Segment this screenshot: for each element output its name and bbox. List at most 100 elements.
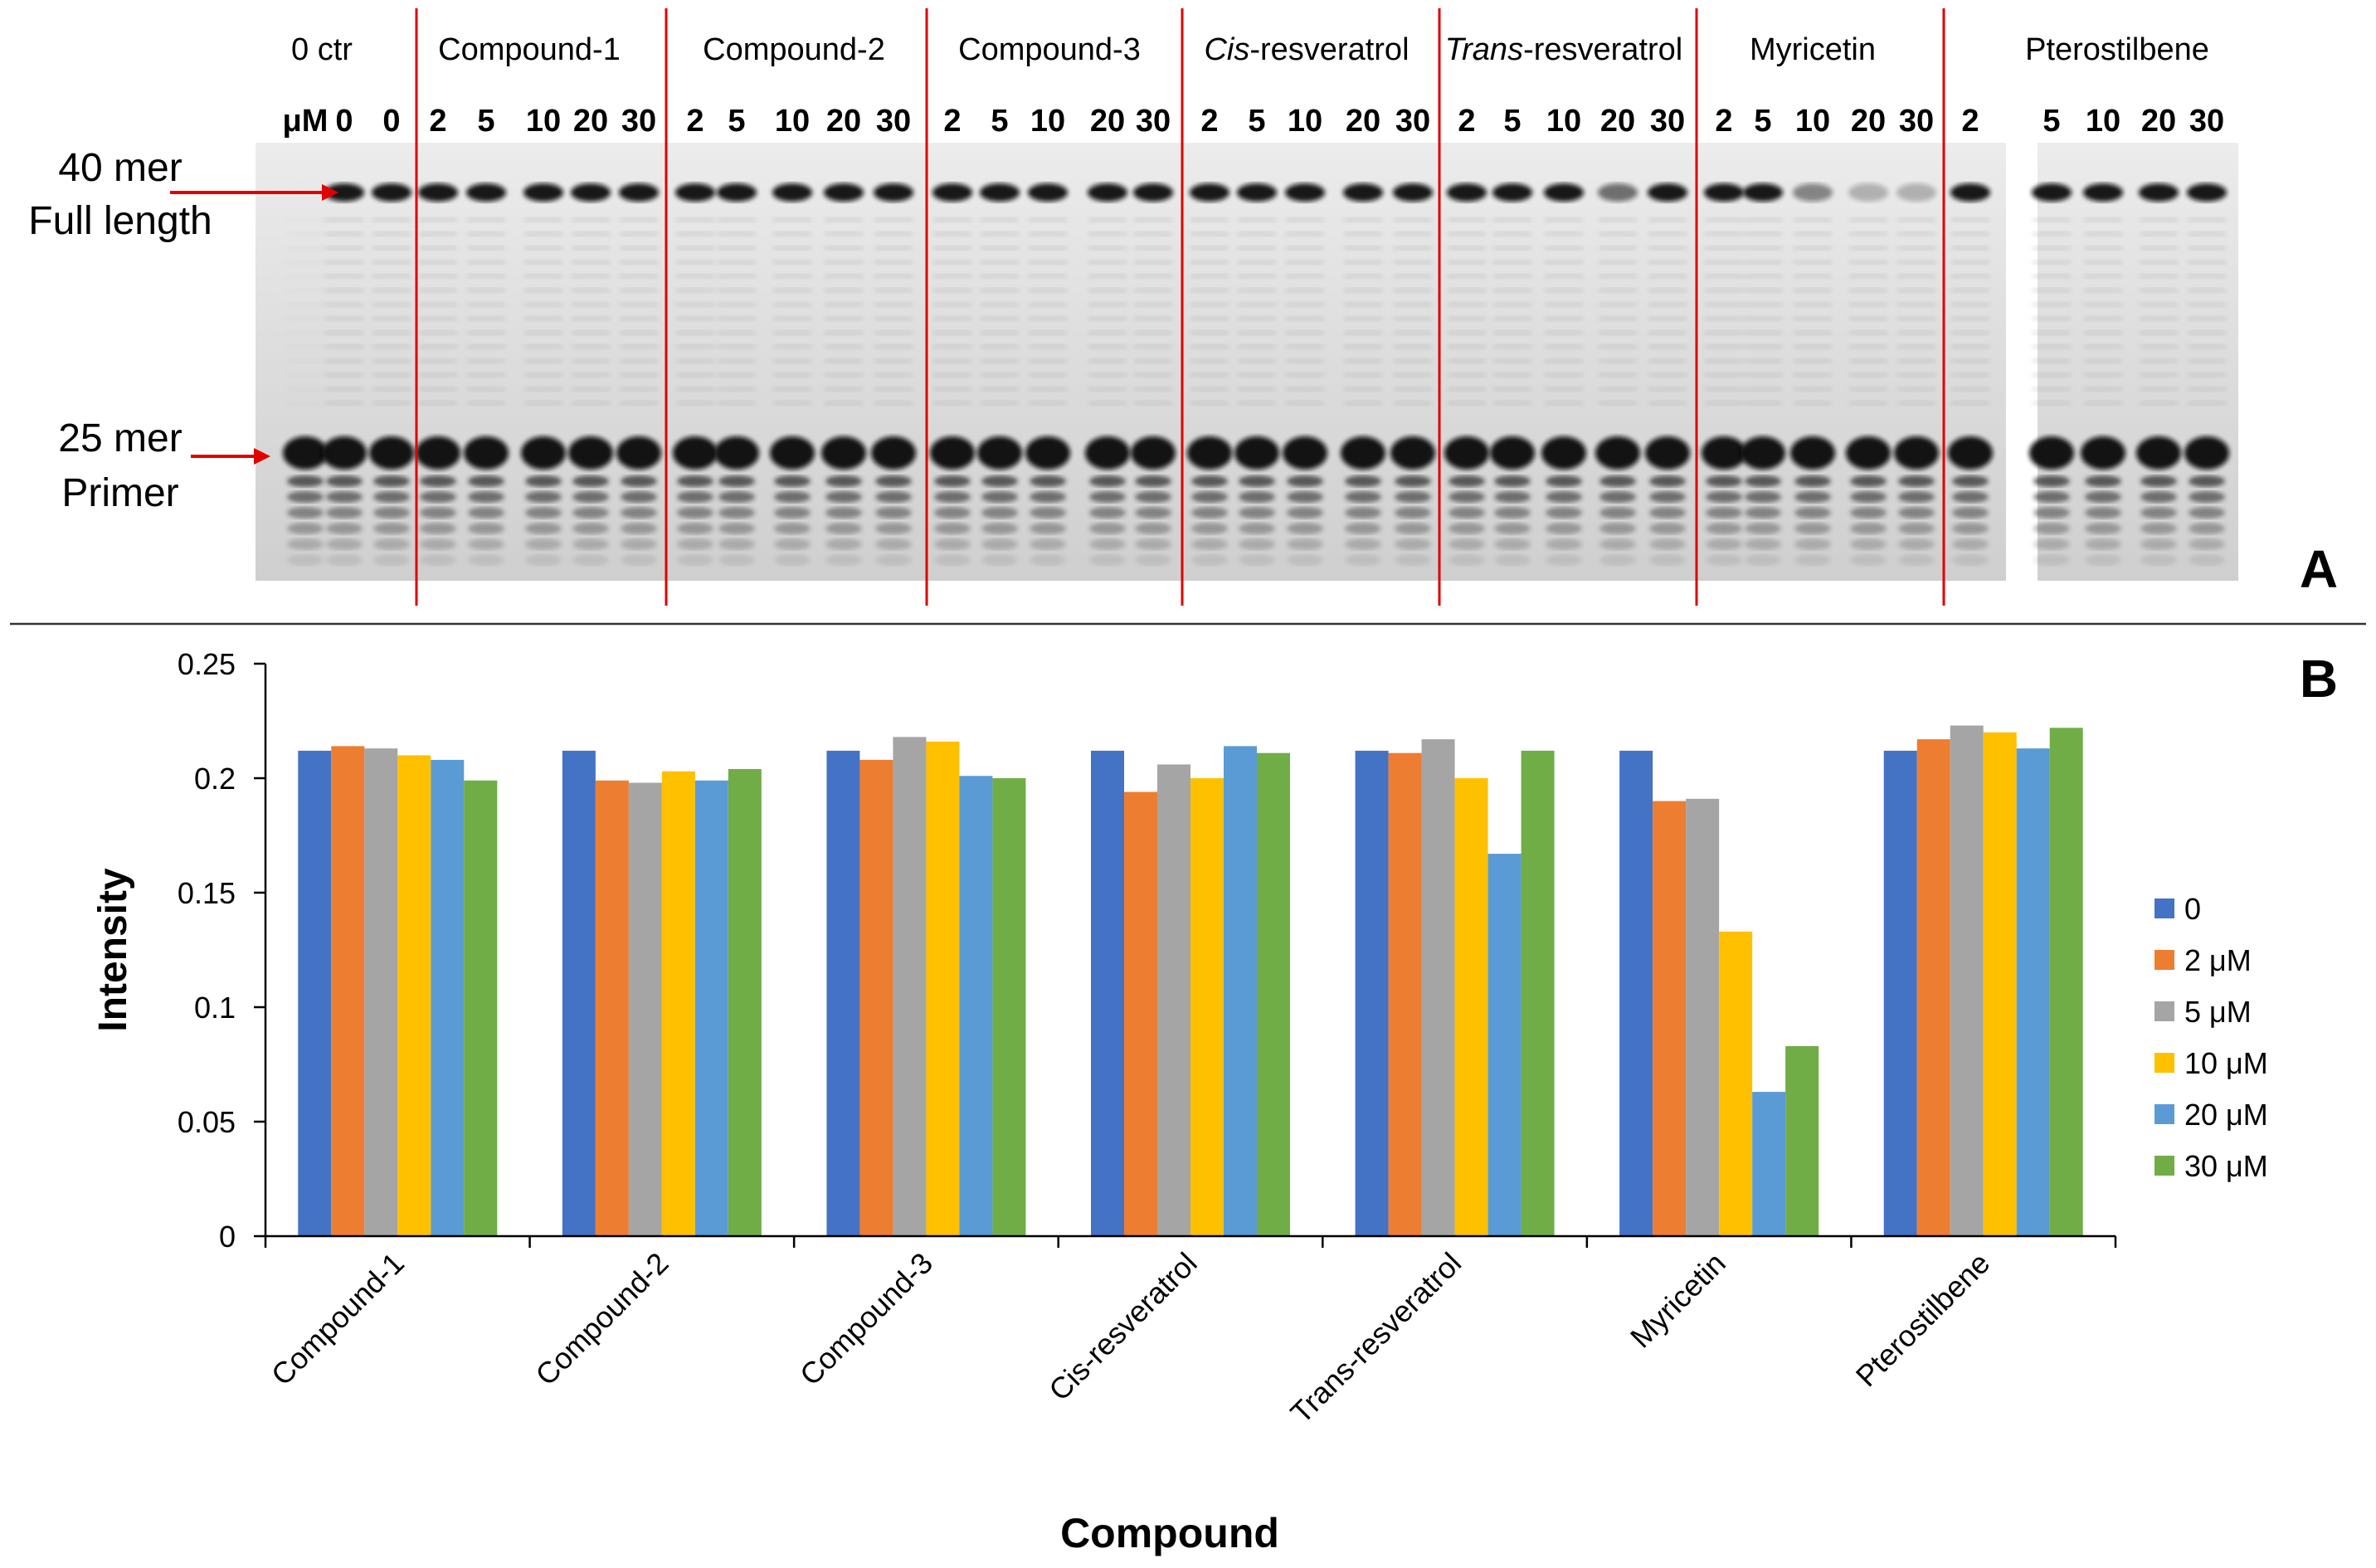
gel-lane-label: μM <box>283 104 329 139</box>
gel-lane <box>1741 183 1785 566</box>
gel-lane <box>977 183 1022 566</box>
bar <box>1916 739 1950 1236</box>
gel-lane-label: 20 <box>573 104 608 139</box>
bar <box>1653 801 1687 1236</box>
gel-lane-label: 2 <box>943 104 961 139</box>
gel-lane <box>1234 183 1279 566</box>
bar <box>992 778 1026 1236</box>
gel-group-label: Myricetin <box>1750 32 1876 67</box>
gel-lane <box>673 183 718 566</box>
bar <box>1619 750 1653 1236</box>
gel-lane <box>1595 183 1640 566</box>
bar <box>464 780 498 1236</box>
gel-lane-label: 5 <box>991 104 1008 139</box>
bar <box>1785 1045 1819 1236</box>
gel-lane <box>568 183 613 566</box>
x-axis-ticks <box>264 1236 2117 1248</box>
gel-lane-label: 20 <box>1851 104 1886 139</box>
gel-lane <box>871 183 916 566</box>
bar <box>728 768 762 1236</box>
y-tick-label: 0.05 <box>178 1105 236 1139</box>
x-tick-label: Pterostilbene <box>1849 1246 1997 1394</box>
gel-lane-label: 10 <box>2086 104 2120 139</box>
bar <box>562 750 596 1236</box>
panel-a-label: A <box>2300 539 2338 599</box>
bar <box>826 750 860 1236</box>
bar <box>694 780 728 1236</box>
gel-lane <box>322 183 367 566</box>
marker-25mer-label: 25 mer <box>58 416 182 460</box>
legend-label: 2 μM <box>2184 943 2252 977</box>
gel-lane-label: 2 <box>1961 104 1979 139</box>
gel-group-label: Compound-1 <box>438 32 621 67</box>
bar <box>1686 798 1720 1236</box>
gel-lane-label: 2 <box>686 104 704 139</box>
bar <box>1421 739 1455 1236</box>
x-tick-label: Compound-2 <box>528 1246 674 1392</box>
gel-lane-label: 5 <box>2042 104 2060 139</box>
gel-lane <box>521 183 566 566</box>
y-tick-label: 0 <box>219 1220 236 1254</box>
bar <box>1257 752 1290 1236</box>
gel-lane <box>1790 183 1835 566</box>
gel-lane-label: 20 <box>826 104 861 139</box>
bar <box>1190 778 1224 1236</box>
gel-lane-label: 10 <box>1795 104 1830 139</box>
gel-lane-label: 30 <box>876 104 911 139</box>
bar <box>661 771 695 1236</box>
gel-group-label: Compound-3 <box>958 32 1141 67</box>
gel-lane-label: 5 <box>1248 104 1265 139</box>
bar <box>1157 764 1190 1236</box>
gel-lane-label: 30 <box>1395 104 1430 139</box>
gel-group-label: Trans-resveratrol <box>1445 32 1682 67</box>
legend-label: 5 μM <box>2184 995 2252 1029</box>
legend-label: 0 <box>2184 892 2201 926</box>
bar <box>893 737 927 1236</box>
gel-lane <box>1187 183 1232 566</box>
x-axis-title: Compound <box>1060 1510 1279 1556</box>
bars <box>298 725 2083 1236</box>
gel-lane-label: 2 <box>429 104 446 139</box>
gel-lane-label: 2 <box>1458 104 1475 139</box>
bar <box>628 782 662 1236</box>
x-tick-label: Compound-3 <box>793 1246 939 1392</box>
gel-lane-label: 20 <box>1600 104 1635 139</box>
gel-lane <box>714 183 759 566</box>
gel-lane <box>2029 183 2074 566</box>
y-tick-label: 0.2 <box>194 762 236 796</box>
gel-lane <box>2136 183 2181 566</box>
gel-lane <box>821 183 866 566</box>
gel-lane <box>1390 183 1435 566</box>
gel-dividers <box>415 8 1945 606</box>
bar-chart: B 00.050.10.150.20.25 Compound-1 Compound… <box>91 647 2338 1556</box>
legend-swatch <box>2154 1001 2174 1021</box>
bar <box>1487 854 1522 1236</box>
bar <box>595 780 629 1236</box>
gel-lane <box>283 217 328 566</box>
legend-swatch <box>2154 1104 2174 1124</box>
gel-lanes <box>283 183 2229 566</box>
marker-40mer-label: 40 mer <box>58 146 182 190</box>
gel-lane-label: 5 <box>728 104 745 139</box>
bar <box>1950 725 1984 1236</box>
y-axis-title: Intensity <box>91 868 135 1032</box>
gel-lane-label: 30 <box>1650 104 1685 139</box>
bar <box>1124 791 1157 1236</box>
y-axis-ticks: 0 0.05 0.1 0.15 0.2 0.25 <box>178 647 265 1254</box>
bar <box>364 748 398 1236</box>
bar <box>926 741 960 1236</box>
gel-lane <box>1444 183 1489 566</box>
bar <box>1224 746 1257 1236</box>
gel-lane-label: 0 <box>335 104 353 139</box>
marker-primer-label: Primer <box>61 471 178 515</box>
gel-lane <box>1702 183 1746 566</box>
gel-lane-label: 2 <box>1715 104 1732 139</box>
gel-lane <box>1283 183 1327 566</box>
gel-lane <box>1085 183 1130 566</box>
gel-lane-label: 20 <box>1346 104 1380 139</box>
bar <box>1752 1092 1786 1236</box>
y-tick-label: 0.15 <box>178 876 236 910</box>
gel-lane <box>770 183 815 566</box>
gel-group-label: Cis-resveratrol <box>1204 32 1409 67</box>
